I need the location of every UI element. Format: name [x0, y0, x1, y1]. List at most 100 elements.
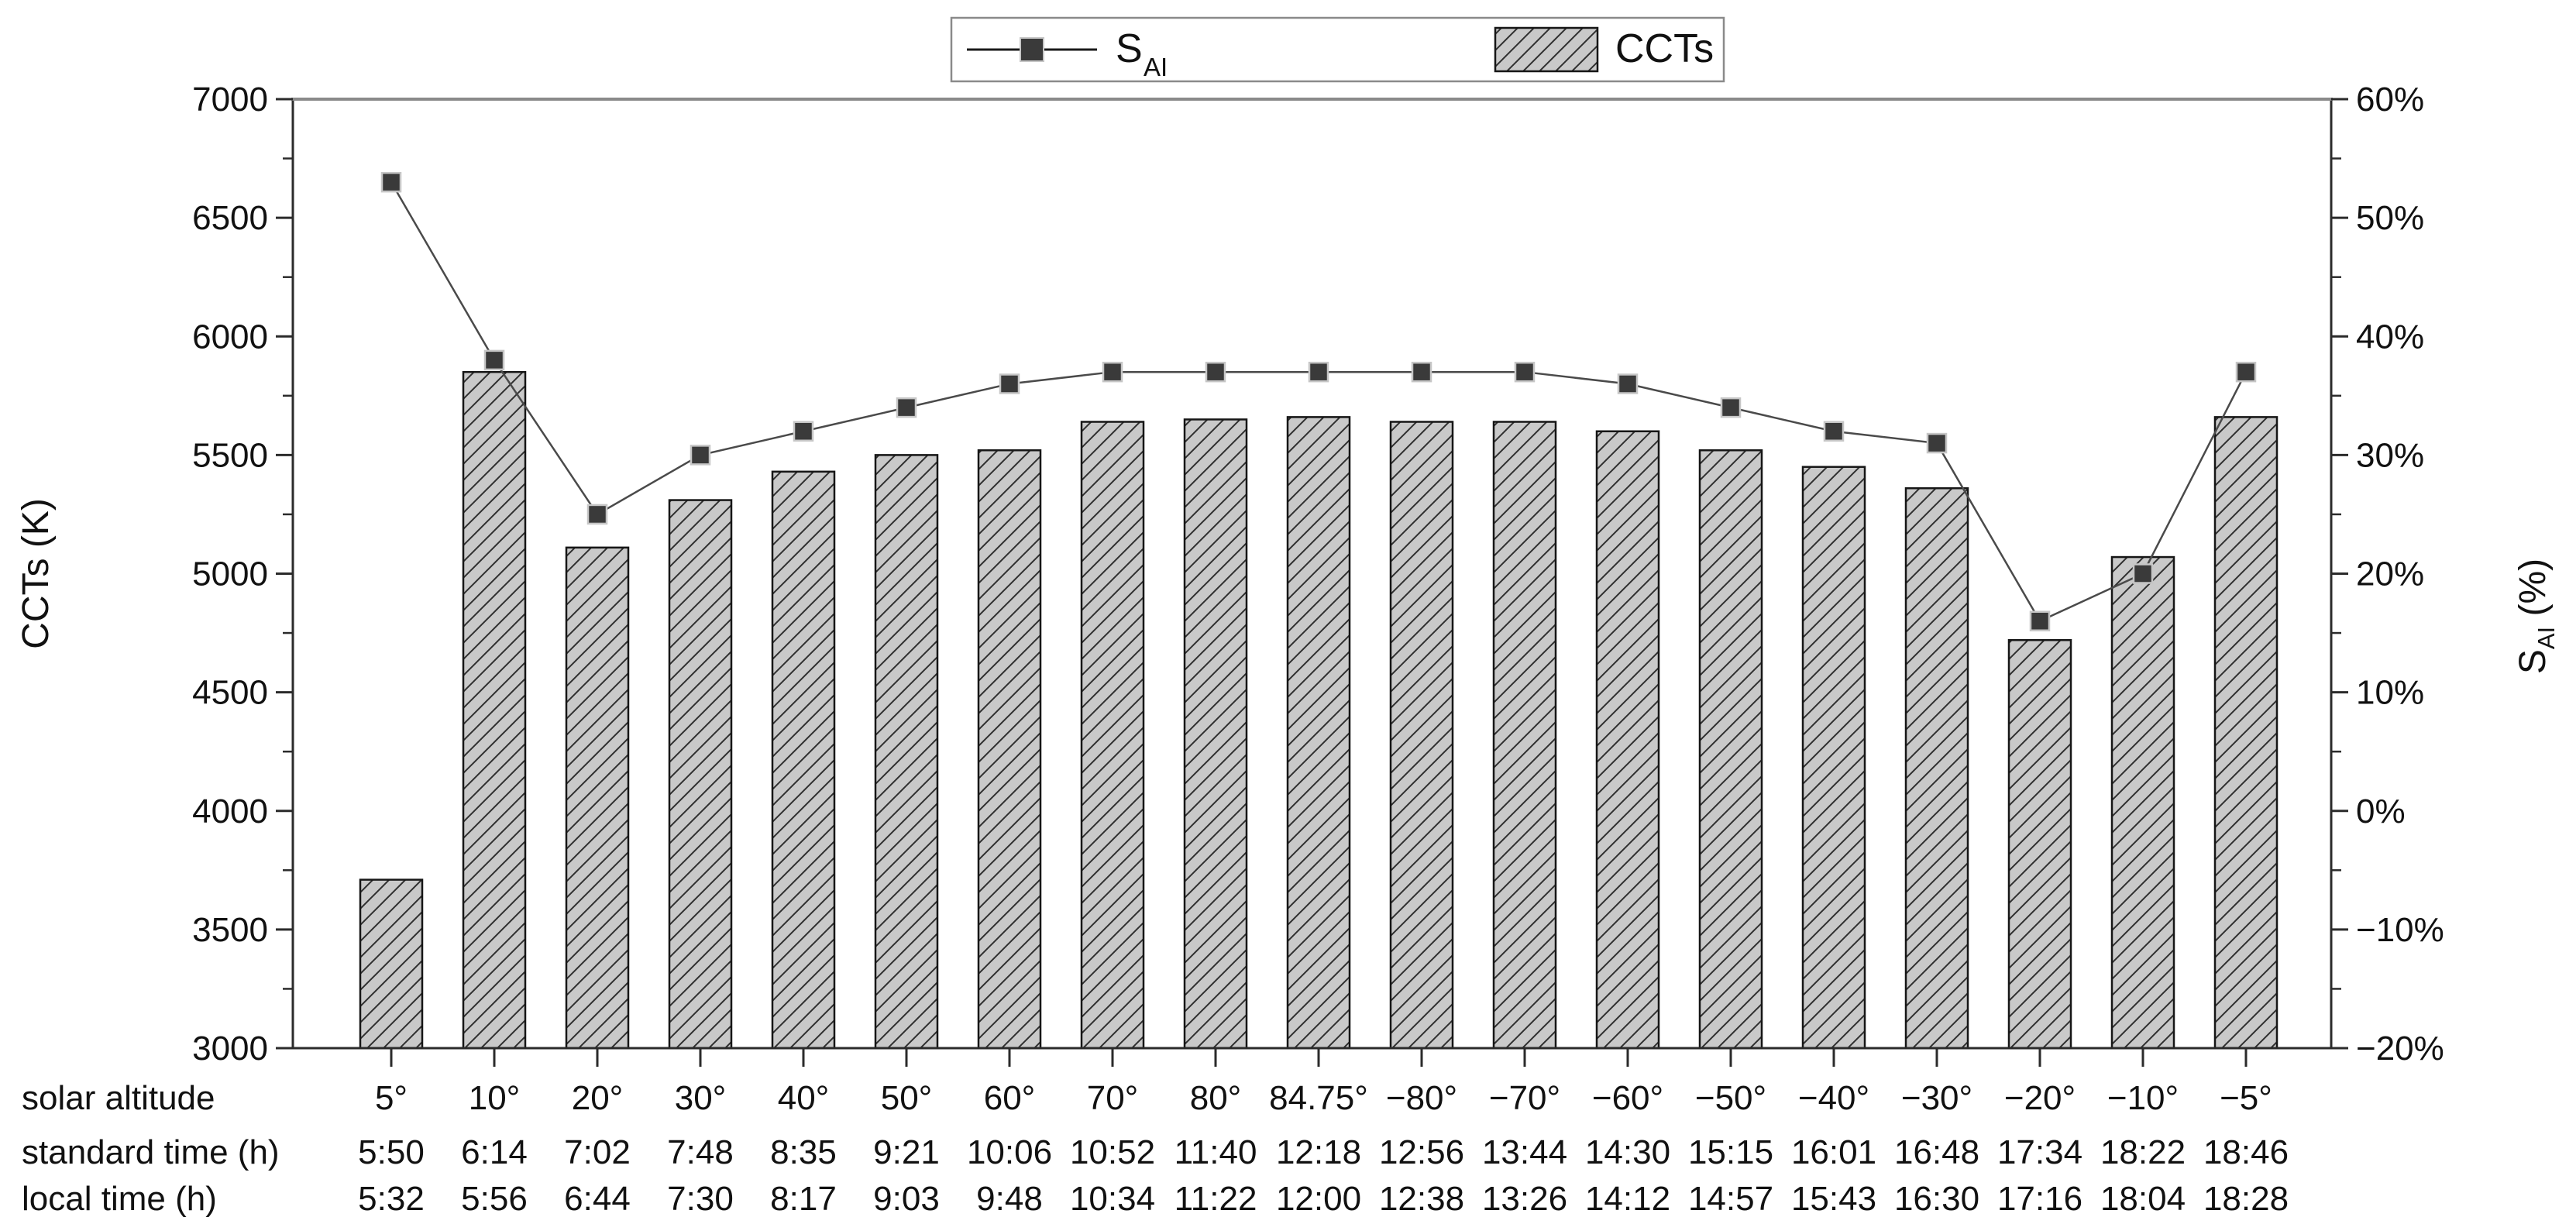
x-tick-solar-altitude: 5° [375, 1079, 408, 1117]
x-tick-standard-time: 7:48 [667, 1133, 734, 1171]
bar-ccts [1080, 421, 1145, 1050]
x-tick-local-time: 5:32 [358, 1180, 425, 1218]
x-tick-local-time: 14:57 [1688, 1180, 1773, 1218]
sai-square-marker [793, 421, 814, 442]
left-tick-label: 6000 [192, 318, 268, 356]
x-tick-standard-time: 16:01 [1791, 1133, 1876, 1171]
right-tick-label: 20% [2356, 555, 2424, 593]
x-tick-standard-time: 11:40 [1175, 1133, 1257, 1171]
sai-square-marker [1926, 432, 1948, 454]
row-label-solar-altitude: solar altitude [22, 1079, 215, 1117]
sai-square-marker [1823, 421, 1845, 442]
legend-ccts-swatch-icon [1494, 26, 1599, 73]
bar-ccts [462, 370, 527, 1050]
bar-ccts [668, 499, 733, 1050]
bar-ccts [565, 546, 630, 1050]
bar-ccts [2007, 639, 2072, 1050]
x-tick-standard-time: 7:02 [564, 1133, 631, 1171]
x-tick-local-time: 18:28 [2203, 1180, 2289, 1218]
x-tick-local-time: 7:30 [667, 1180, 734, 1218]
right-tick-label: −20% [2356, 1030, 2444, 1068]
sai-square-marker [2235, 361, 2257, 383]
legend-sai-sub: AI [1144, 53, 1168, 81]
left-tick-label: 4000 [192, 793, 268, 830]
x-axis [390, 1048, 2248, 1067]
x-tick-standard-time: 12:56 [1379, 1133, 1464, 1171]
x-tick-solar-altitude: −60° [1592, 1079, 1663, 1117]
bar-ccts [2213, 416, 2279, 1050]
bar-ccts [1286, 416, 1351, 1050]
x-tick-local-time: 9:48 [976, 1180, 1043, 1218]
right-tick-label: 30% [2356, 436, 2424, 474]
bar-ccts [1183, 418, 1248, 1050]
bar-ccts [1492, 421, 1557, 1050]
x-tick-local-time: 9:03 [873, 1180, 940, 1218]
right-tick-label: 40% [2356, 318, 2424, 356]
sai-square-marker [1308, 361, 1329, 383]
row-label-local-time: local time (h) [22, 1180, 217, 1218]
x-tick-solar-altitude: −5° [2220, 1079, 2272, 1117]
sai-square-marker [2132, 563, 2154, 584]
x-tick-local-time: 13:26 [1482, 1180, 1567, 1218]
bar-ccts [1904, 487, 1969, 1050]
x-tick-local-time: 12:00 [1276, 1180, 1361, 1218]
x-tick-solar-altitude: 70° [1087, 1079, 1139, 1117]
left-tick-label: 3000 [192, 1030, 268, 1068]
sai-square-marker [1205, 361, 1226, 383]
bar-ccts [1595, 430, 1660, 1050]
right-tick-label: 0% [2356, 793, 2406, 830]
left-tick-label: 6500 [192, 199, 268, 237]
legend-ccts-label: CCTs [1615, 26, 1714, 71]
sai-square-marker [1617, 373, 1639, 394]
x-tick-solar-altitude: 10° [469, 1079, 521, 1117]
x-tick-solar-altitude: −10° [2107, 1079, 2179, 1117]
left-tick-label: 5000 [192, 555, 268, 593]
x-tick-solar-altitude: 20° [572, 1079, 624, 1117]
sai-square-marker [380, 171, 402, 193]
x-tick-solar-altitude: −30° [1901, 1079, 1972, 1117]
x-tick-local-time: 12:38 [1379, 1180, 1464, 1218]
x-tick-standard-time: 6:14 [461, 1133, 528, 1171]
x-tick-solar-altitude: 60° [984, 1079, 1036, 1117]
right-tick-label: −10% [2356, 911, 2444, 949]
x-tick-solar-altitude: 84.75° [1269, 1079, 1368, 1117]
bar-ccts [874, 454, 939, 1050]
left-tick-label: 3500 [192, 911, 268, 949]
x-tick-solar-altitude: 30° [675, 1079, 727, 1117]
right-axis-title: SAI (%) [2512, 559, 2560, 674]
x-tick-standard-time: 18:22 [2100, 1133, 2186, 1171]
x-tick-local-time: 5:56 [461, 1180, 528, 1218]
x-tick-solar-altitude: −70° [1489, 1079, 1560, 1117]
bar-ccts [771, 470, 836, 1050]
x-tick-local-time: 16:30 [1894, 1180, 1979, 1218]
left-tick-label: 5500 [192, 436, 268, 474]
x-tick-local-time: 17:16 [1997, 1180, 2082, 1218]
sai-square-marker [1514, 361, 1536, 383]
right-axis [2331, 98, 2348, 1050]
x-tick-standard-time: 10:06 [967, 1133, 1052, 1171]
bar-ccts [977, 449, 1042, 1050]
x-tick-standard-time: 8:35 [770, 1133, 837, 1171]
left-axis [276, 98, 293, 1050]
sai-square-marker [999, 373, 1020, 394]
x-tick-solar-altitude: 50° [881, 1079, 933, 1117]
x-tick-local-time: 8:17 [770, 1180, 837, 1218]
x-tick-solar-altitude: 80° [1190, 1079, 1242, 1117]
right-tick-label: 60% [2356, 81, 2424, 119]
sai-square-marker [586, 504, 608, 525]
row-label-standard-time: standard time (h) [22, 1133, 280, 1171]
legend-sai-label: S [1116, 26, 1143, 71]
x-tick-standard-time: 10:52 [1070, 1133, 1155, 1171]
x-tick-standard-time: 13:44 [1482, 1133, 1567, 1171]
sai-square-marker [690, 445, 711, 466]
x-tick-standard-time: 17:34 [1997, 1133, 2082, 1171]
x-tick-standard-time: 14:30 [1585, 1133, 1670, 1171]
x-tick-standard-time: 12:18 [1276, 1133, 1361, 1171]
left-tick-label: 7000 [192, 81, 268, 119]
sai-square-marker [2029, 610, 2051, 631]
x-tick-standard-time: 9:21 [873, 1133, 940, 1171]
right-tick-label: 10% [2356, 674, 2424, 712]
bar-ccts [359, 878, 424, 1050]
